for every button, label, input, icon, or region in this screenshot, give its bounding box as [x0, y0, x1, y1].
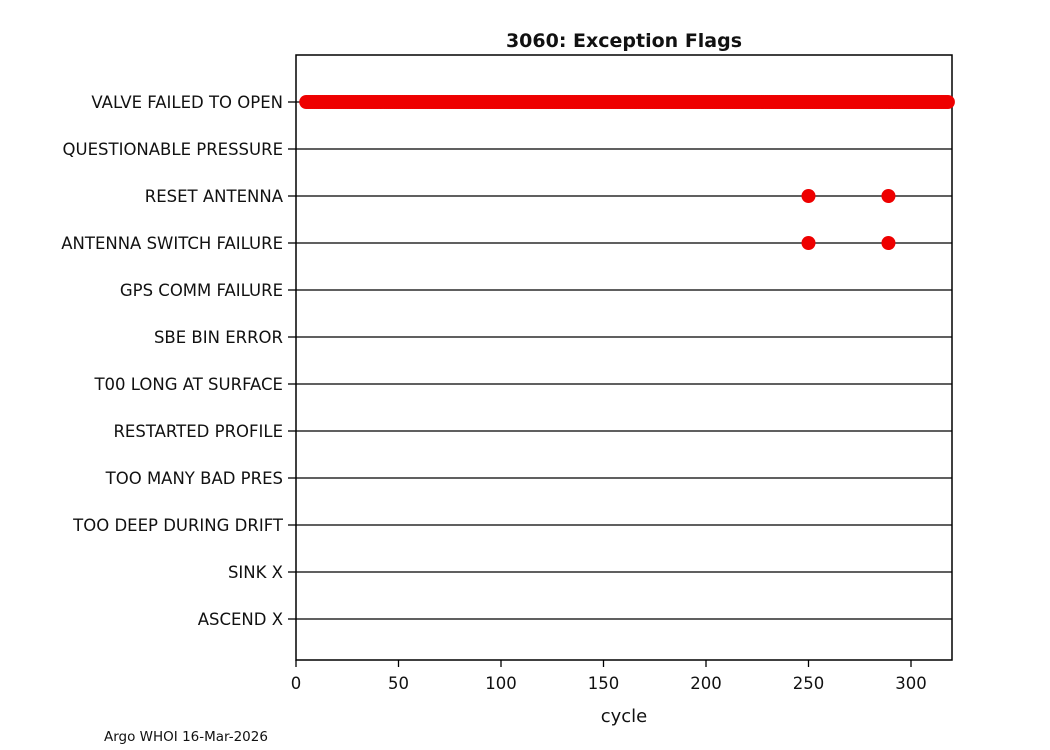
- y-tick-label: QUESTIONABLE PRESSURE: [63, 140, 283, 159]
- x-tick-label: 300: [895, 674, 927, 693]
- x-tick-label: 0: [291, 674, 302, 693]
- flag-marker: [881, 236, 896, 250]
- y-tick-label: RESTARTED PROFILE: [113, 422, 283, 441]
- y-tick-label: RESET ANTENNA: [145, 187, 284, 206]
- flag-marker: [881, 189, 896, 203]
- flag-marker: [940, 95, 955, 109]
- y-tick-label: SBE BIN ERROR: [154, 328, 283, 347]
- flag-marker: [801, 189, 816, 203]
- y-tick-label: ANTENNA SWITCH FAILURE: [61, 234, 283, 253]
- marker-layer: [299, 95, 955, 250]
- x-tick-label: 100: [485, 674, 517, 693]
- footer-text: Argo WHOI 16-Mar-2026: [104, 729, 268, 745]
- x-tick-label: 200: [690, 674, 722, 693]
- x-tick-label: 150: [588, 674, 620, 693]
- y-tick-label: SINK X: [228, 563, 283, 582]
- flag-marker: [801, 236, 816, 250]
- y-tick-label: T00 LONG AT SURFACE: [93, 375, 283, 394]
- x-axis-label: cycle: [601, 706, 648, 727]
- y-tick-label: ASCEND X: [198, 610, 283, 629]
- plot-border: [295, 54, 953, 661]
- chart-title: 3060: Exception Flags: [506, 30, 742, 52]
- y-tick-label: TOO MANY BAD PRES: [105, 469, 283, 488]
- x-tick-label: 50: [388, 674, 409, 693]
- plot-area: VALVE FAILED TO OPEN QUESTIONABLE PRESSUR…: [61, 54, 955, 693]
- y-tick-label: GPS COMM FAILURE: [120, 281, 283, 300]
- y-tick-label: VALVE FAILED TO OPEN: [91, 93, 283, 112]
- x-tick-label: 250: [793, 674, 825, 693]
- y-tick-label: TOO DEEP DURING DRIFT: [72, 516, 284, 535]
